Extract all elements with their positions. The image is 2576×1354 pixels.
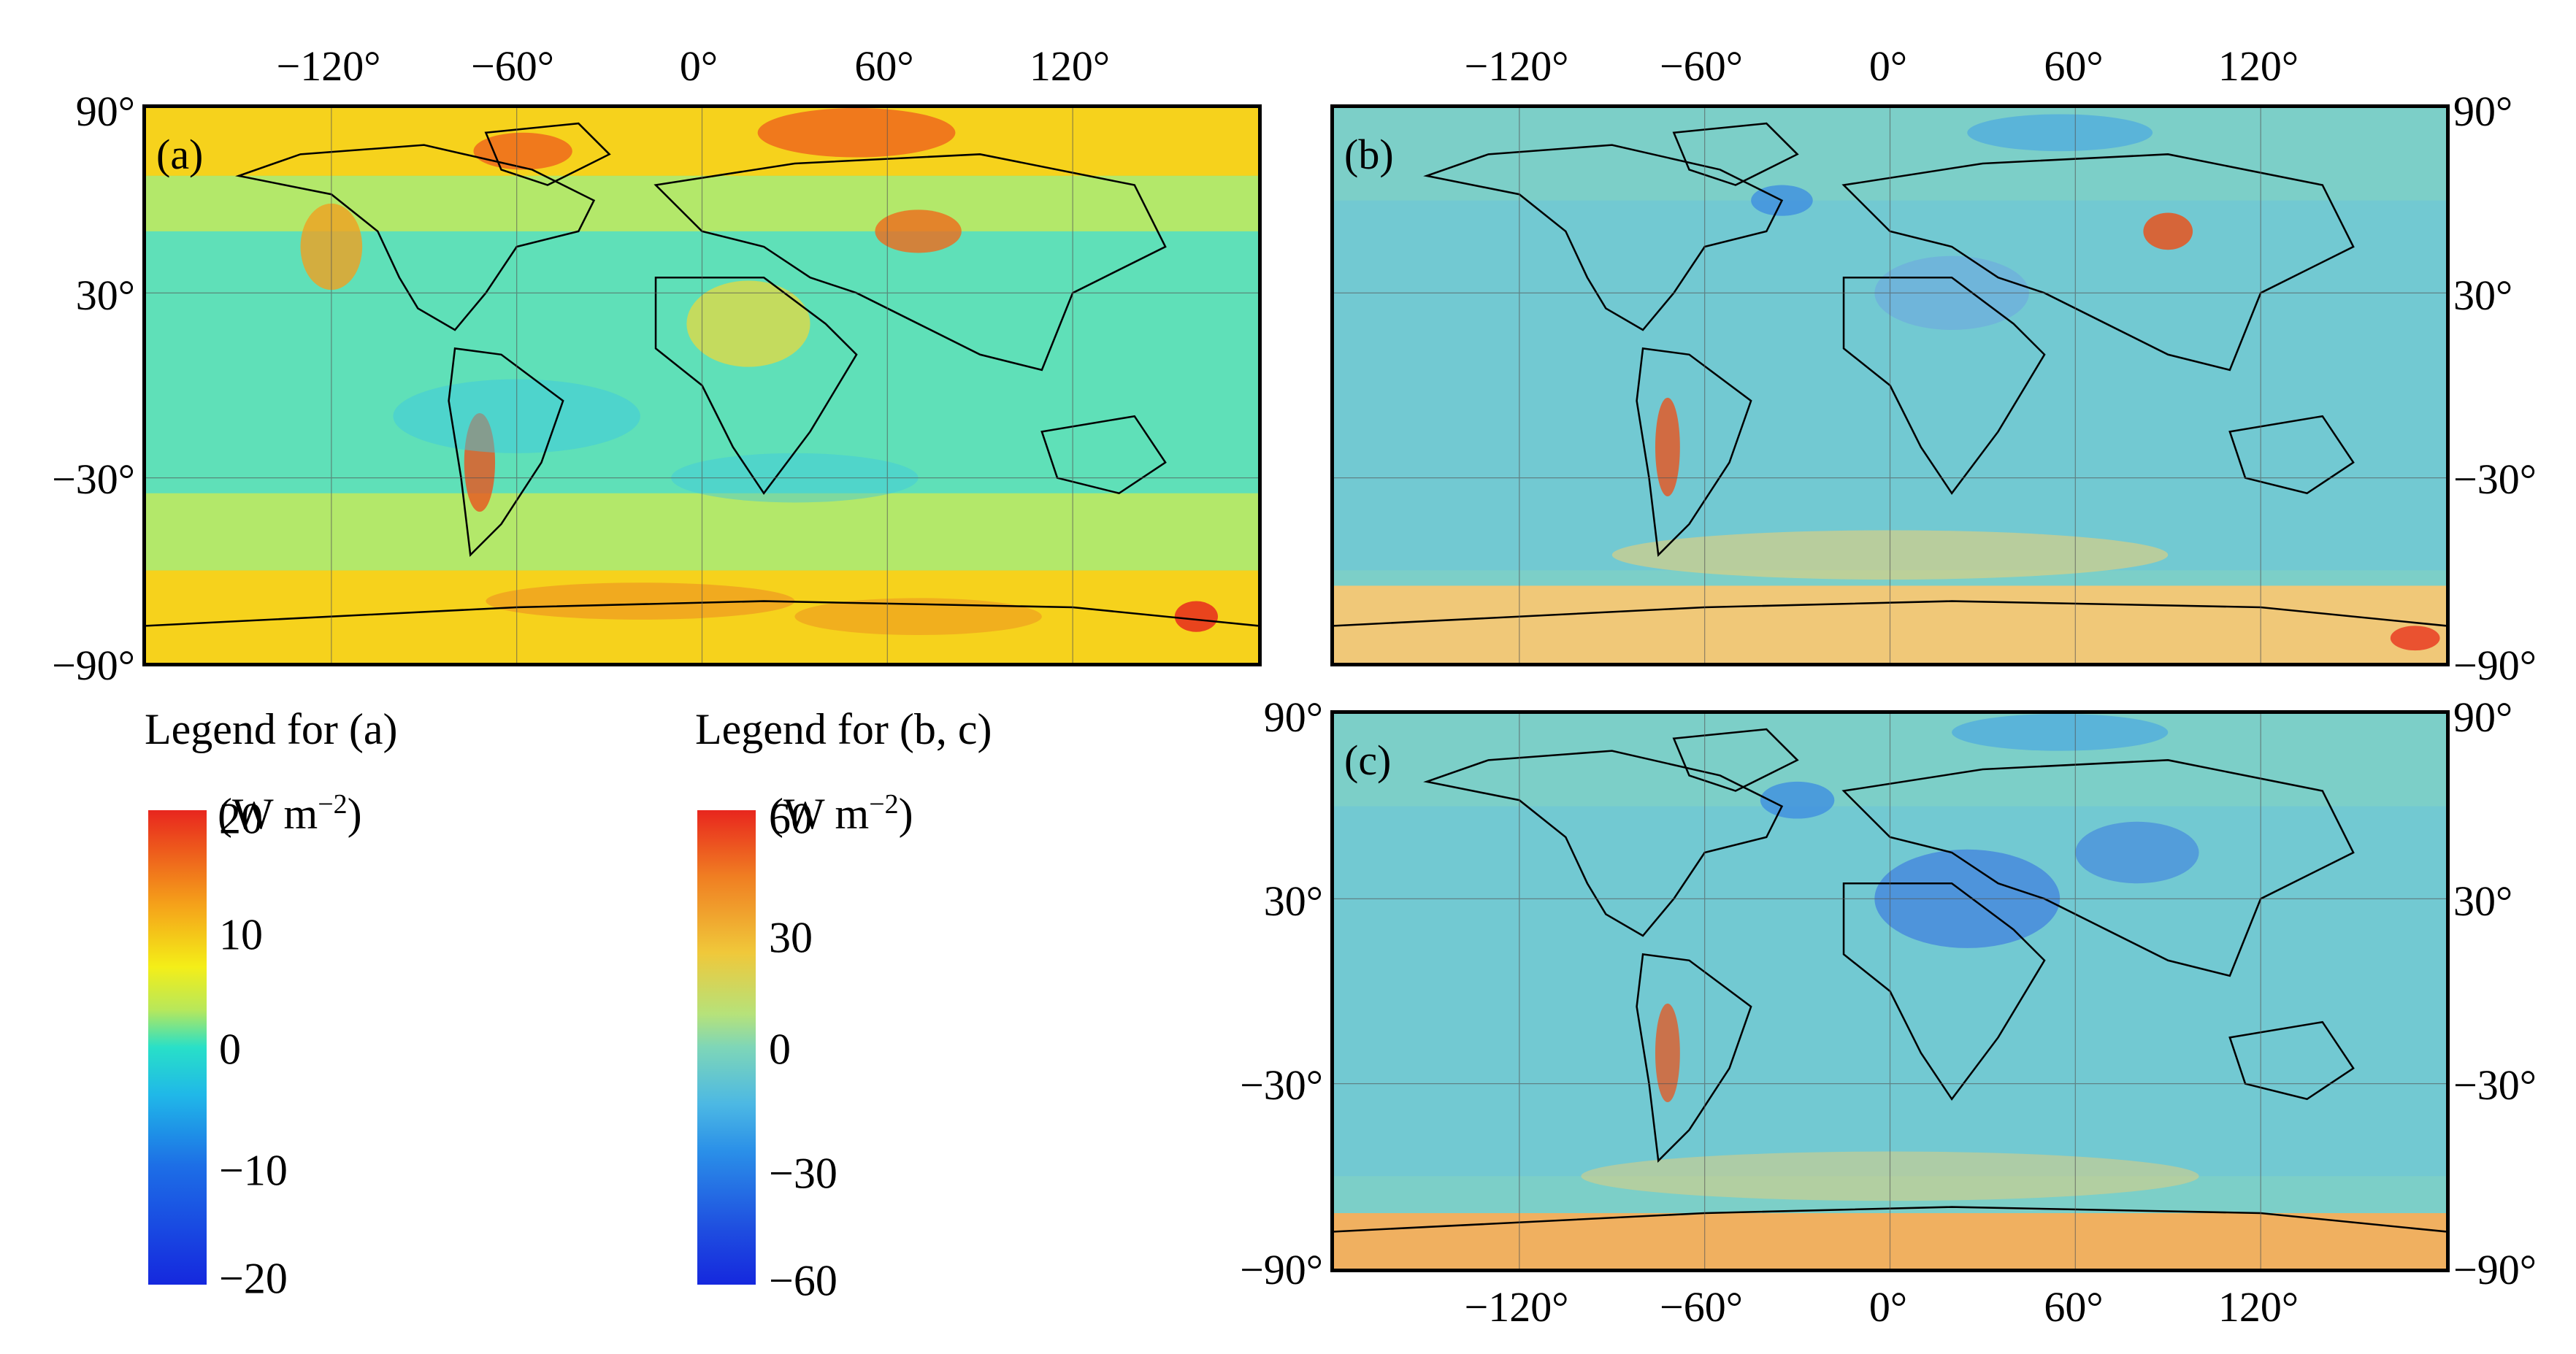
map-panel-b: (b) — [1330, 104, 2450, 666]
legend-a-tick: 0 — [219, 1025, 241, 1074]
panel-c-lat-tick-right: −30° — [2453, 1061, 2537, 1109]
panel-b-lon-tick: 60° — [2044, 42, 2104, 90]
panel-a-lat-tick: −90° — [52, 642, 135, 689]
legend-bc-tick: 60 — [769, 794, 813, 843]
panel-a-lon-tick: 0° — [679, 42, 718, 90]
panel-c-lon-tick: 60° — [2044, 1283, 2104, 1331]
panel-c-lat-tick: 30° — [1263, 877, 1323, 925]
legend-a-tick: 20 — [219, 794, 263, 843]
map-panel-c: (c) — [1330, 710, 2450, 1272]
legend-bc-title: Legend for (b, c) — [695, 705, 992, 753]
panel-c-lon-tick: −120° — [1464, 1283, 1569, 1331]
panel-c-lat-tick-right: 30° — [2453, 877, 2513, 925]
panel-c-lon-tick: −60° — [1660, 1283, 1743, 1331]
panel-a-lat-tick: 30° — [75, 272, 135, 319]
panel-c-lon-tick: 0° — [1868, 1283, 1908, 1331]
panel-b-label: (b) — [1344, 131, 1394, 178]
panel-c-lat-tick-right: −90° — [2453, 1246, 2537, 1293]
legend-bc-tick: 0 — [769, 1025, 791, 1074]
legend-a-tick: 10 — [219, 910, 263, 959]
legend-a-units: (W m−2) — [218, 789, 362, 838]
panel-a-lon-tick: 60° — [854, 42, 914, 90]
panel-a-lon-tick: −120° — [276, 42, 381, 90]
panel-b-field — [1334, 108, 2446, 663]
legend-a-colorbar — [148, 810, 207, 1285]
legend-bc-tick: −30 — [769, 1149, 837, 1198]
legend-bc-tick: −60 — [769, 1256, 837, 1305]
panel-a-lat-tick: −30° — [52, 455, 135, 503]
panel-a-lon-tick: 120° — [1029, 42, 1111, 90]
panel-b-lon-tick: −120° — [1464, 42, 1569, 90]
panel-c-lat-tick: −30° — [1240, 1061, 1323, 1109]
legend-a-title: Legend for (a) — [145, 705, 398, 753]
panel-a-lat-tick: 90° — [75, 88, 135, 135]
panel-c-label: (c) — [1344, 736, 1392, 784]
panel-c-lat-tick: 90° — [1263, 693, 1323, 741]
panel-a-label: (a) — [156, 131, 204, 178]
panel-c-lon-tick: 120° — [2217, 1283, 2299, 1331]
panel-b-lat-tick: 90° — [2453, 88, 2513, 135]
panel-b-lon-tick: 0° — [1868, 42, 1908, 90]
panel-a-field — [146, 108, 1258, 663]
panel-c-field — [1334, 714, 2446, 1269]
panel-a-lon-tick: −60° — [471, 42, 554, 90]
panel-c-lat-tick: −90° — [1240, 1246, 1323, 1293]
legend-bc-tick: 30 — [769, 913, 813, 962]
panel-b-lat-tick: 30° — [2453, 272, 2513, 319]
legend-bc-colorbar — [697, 810, 756, 1285]
panel-b-lat-tick: −90° — [2453, 642, 2537, 689]
map-panel-a: (a) — [142, 104, 1262, 666]
legend-a-tick: −10 — [219, 1146, 288, 1195]
panel-b-lon-tick: −60° — [1660, 42, 1743, 90]
panel-c-lat-tick-right: 90° — [2453, 693, 2513, 741]
panel-b-lat-tick: −30° — [2453, 455, 2537, 503]
panel-b-lon-tick: 120° — [2217, 42, 2299, 90]
legend-a-tick: −20 — [219, 1254, 288, 1303]
legend-bc-units: (W m−2) — [769, 789, 913, 838]
